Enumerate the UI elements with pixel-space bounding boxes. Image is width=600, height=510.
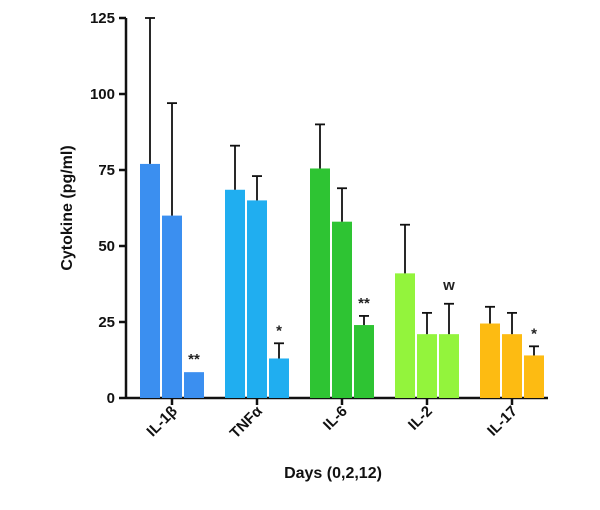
- y-tick-label: 75: [98, 162, 115, 179]
- x-tick-label: TNFα: [227, 402, 267, 442]
- x-axis-title: Days (0,2,12): [284, 465, 382, 482]
- x-tick-label: IL-6: [320, 403, 351, 434]
- y-ticks: 0 25 50 75 100 125: [90, 10, 126, 407]
- bar: [524, 355, 544, 398]
- bar: [310, 168, 330, 398]
- y-tick-label: 0: [107, 390, 115, 407]
- bar: [395, 273, 415, 398]
- bars: [140, 17, 544, 398]
- y-tick-label: 50: [98, 238, 115, 255]
- significance-marker: *: [276, 322, 282, 339]
- bar: [225, 189, 245, 398]
- bar: [162, 215, 182, 398]
- bar: [439, 334, 459, 398]
- significance-marker: *: [531, 325, 537, 342]
- bar: [140, 163, 160, 398]
- significance-marker: **: [188, 351, 200, 368]
- bar: [269, 358, 289, 398]
- y-axis-title: Cytokine (pg/ml): [59, 145, 76, 270]
- significance-marker: w: [442, 277, 455, 294]
- bar: [332, 221, 352, 398]
- x-tick-label: IL-2: [405, 403, 436, 434]
- bar: [184, 372, 204, 398]
- bar: [502, 334, 522, 398]
- y-tick-label: 100: [90, 86, 115, 103]
- bar: [480, 323, 500, 398]
- x-ticks: IL-1β TNFα IL-6 IL-2 IL-17: [143, 398, 521, 442]
- x-tick-label: IL-1β: [143, 403, 180, 440]
- bar: [247, 200, 267, 398]
- y-tick-label: 125: [90, 10, 115, 27]
- significance-marker: **: [358, 295, 370, 312]
- bar: [354, 325, 374, 398]
- y-tick-label: 25: [98, 314, 115, 331]
- significance-marks: *****w*: [188, 277, 537, 368]
- bar: [417, 334, 437, 398]
- x-tick-label: IL-17: [484, 403, 521, 440]
